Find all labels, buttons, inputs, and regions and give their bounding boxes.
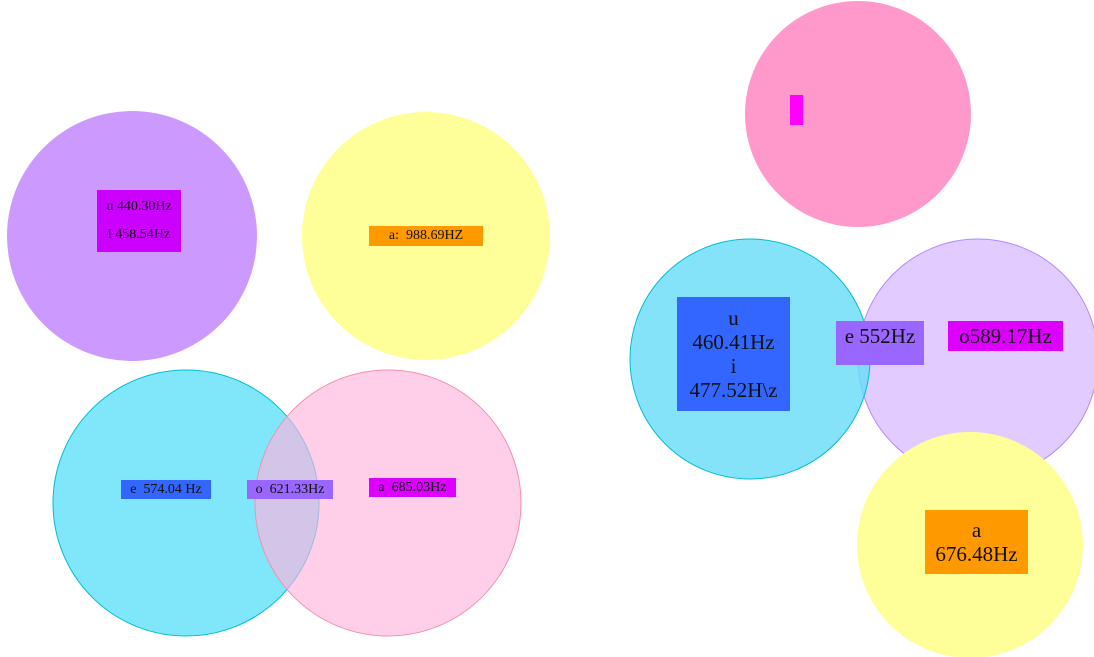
label-line: o 621.33Hz bbox=[255, 481, 325, 497]
marker bbox=[790, 95, 803, 125]
label-line: a 685.03Hz bbox=[378, 479, 447, 495]
label: o589.17Hz bbox=[948, 321, 1063, 351]
label: a 676.48Hz bbox=[925, 510, 1028, 574]
label-line: e 574.04 Hz bbox=[130, 481, 202, 497]
label-line: e 552Hz bbox=[844, 324, 916, 348]
label-line: a: 988.69HZ bbox=[388, 228, 464, 243]
label-line: i 458.54Hz bbox=[107, 227, 171, 242]
label: u 440.30Hz i 458.54Hz bbox=[97, 190, 181, 252]
label-line: u bbox=[728, 306, 739, 330]
label: o 621.33Hz bbox=[247, 480, 333, 499]
label-line: i bbox=[730, 354, 737, 378]
label-line: 477.52H\z bbox=[689, 378, 778, 402]
label-line: u 440.30Hz bbox=[106, 199, 172, 214]
label-line: 460.41Hz bbox=[692, 330, 775, 354]
label: e 552Hz bbox=[836, 321, 924, 365]
label-line: o589.17Hz bbox=[959, 324, 1052, 348]
label: a: 988.69HZ bbox=[369, 226, 483, 246]
label-line: 676.48Hz bbox=[935, 542, 1018, 566]
circle bbox=[745, 1, 971, 227]
label: a 685.03Hz bbox=[369, 478, 456, 497]
label-line: a bbox=[971, 518, 982, 542]
circle bbox=[254, 369, 522, 637]
label: e 574.04 Hz bbox=[121, 480, 211, 499]
label: u 460.41Hz i 477.52H\z bbox=[677, 297, 790, 411]
